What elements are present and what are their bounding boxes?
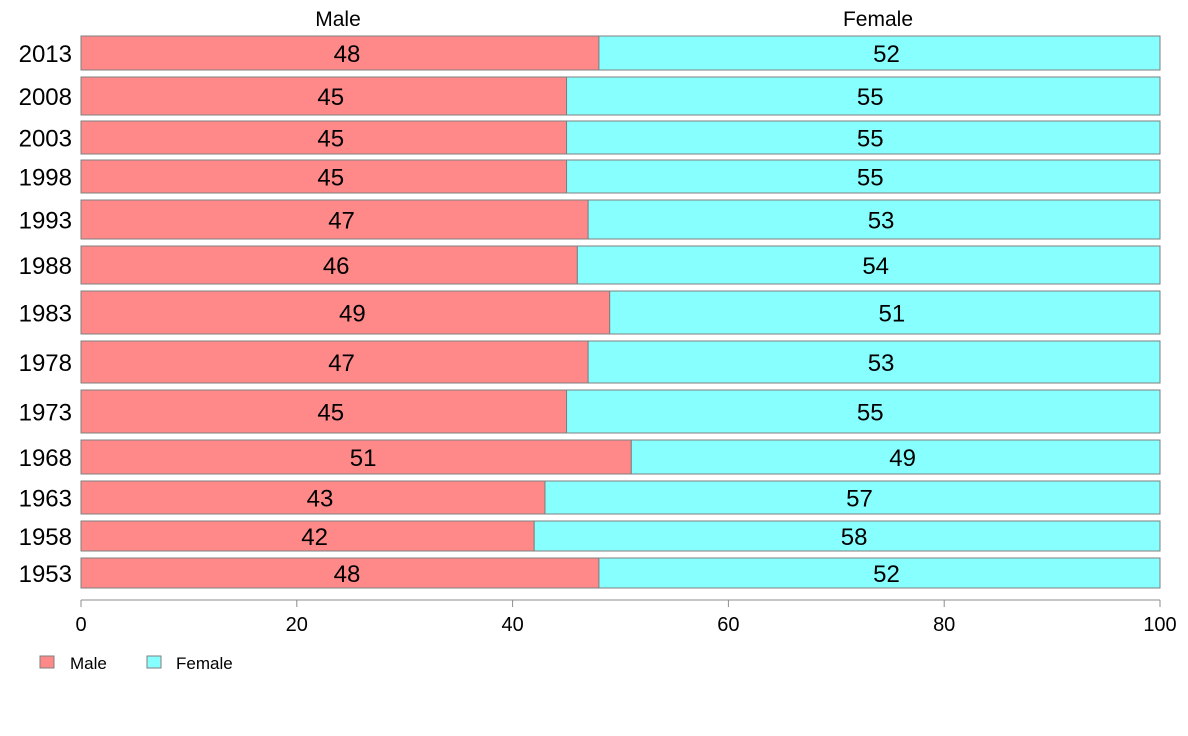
x-tick-label-100: 100 xyxy=(1143,614,1176,636)
data-label-male-1978: 47 xyxy=(328,350,355,377)
bar-male-1963 xyxy=(80,480,546,515)
row-label-2008: 2008 xyxy=(19,84,72,111)
data-label-male-1973: 45 xyxy=(317,400,344,427)
data-label-female-1983: 51 xyxy=(879,301,906,328)
row-label-1958: 1958 xyxy=(19,524,72,551)
data-label-female-2003: 55 xyxy=(857,126,884,153)
bar-female-1958 xyxy=(533,520,1161,552)
row-label-1968: 1968 xyxy=(19,445,72,472)
legend-swatch-female xyxy=(146,655,162,669)
data-label-female-1953: 52 xyxy=(873,561,900,588)
column-header-female: Female xyxy=(843,8,913,31)
bar-male-2013 xyxy=(80,35,600,71)
row-label-1953: 1953 xyxy=(19,561,72,588)
bar-female-1953 xyxy=(598,557,1161,589)
bar-male-1968 xyxy=(80,439,632,475)
bar-female-1968 xyxy=(630,439,1161,475)
bar-female-2013 xyxy=(598,35,1161,71)
data-label-female-1968: 49 xyxy=(889,445,916,472)
bar-male-2008 xyxy=(80,76,568,116)
legend-label-male: Male xyxy=(70,654,107,673)
data-label-male-1983: 49 xyxy=(339,301,366,328)
row-label-1993: 1993 xyxy=(19,208,72,235)
bar-male-1958 xyxy=(80,520,535,552)
column-header-male: Male xyxy=(315,8,361,31)
x-tick-label-60: 60 xyxy=(717,614,739,636)
bar-male-1973 xyxy=(80,389,568,434)
data-label-male-1958: 42 xyxy=(301,524,328,551)
row-label-1983: 1983 xyxy=(19,301,72,328)
bar-male-2003 xyxy=(80,120,568,155)
bar-female-1978 xyxy=(587,340,1161,384)
row-label-1973: 1973 xyxy=(19,400,72,427)
data-label-female-1973: 55 xyxy=(857,400,884,427)
data-label-female-1978: 53 xyxy=(868,350,895,377)
data-label-male-1998: 45 xyxy=(317,165,344,192)
bar-female-1993 xyxy=(587,199,1161,240)
x-tick-label-80: 80 xyxy=(933,614,955,636)
bar-male-1998 xyxy=(80,159,568,194)
bar-female-1998 xyxy=(566,159,1161,194)
data-label-female-1998: 55 xyxy=(857,165,884,192)
bar-female-2003 xyxy=(566,120,1161,155)
data-label-female-1963: 57 xyxy=(846,486,873,513)
data-label-male-2003: 45 xyxy=(317,126,344,153)
data-label-male-1993: 47 xyxy=(328,208,355,235)
data-label-female-1958: 58 xyxy=(841,524,868,551)
legend-swatch-male xyxy=(39,655,55,669)
x-tick-label-20: 20 xyxy=(286,614,308,636)
row-label-1978: 1978 xyxy=(19,350,72,377)
bar-male-1993 xyxy=(80,199,589,240)
bar-male-1983 xyxy=(80,290,611,335)
legend-label-female: Female xyxy=(176,654,233,673)
data-label-female-1993: 53 xyxy=(868,208,895,235)
data-label-female-1988: 54 xyxy=(862,253,889,280)
data-label-male-2008: 45 xyxy=(317,84,344,111)
bar-female-2008 xyxy=(566,76,1161,116)
bar-female-1988 xyxy=(576,245,1161,285)
data-label-male-1968: 51 xyxy=(350,445,377,472)
data-label-male-2013: 48 xyxy=(334,41,361,68)
data-label-male-1988: 46 xyxy=(323,253,350,280)
x-tick-label-0: 0 xyxy=(75,614,86,636)
bar-male-1953 xyxy=(80,557,600,589)
row-label-2013: 2013 xyxy=(19,41,72,68)
bar-female-1983 xyxy=(609,290,1161,335)
bar-female-1973 xyxy=(566,389,1161,434)
data-label-female-2008: 55 xyxy=(857,84,884,111)
row-label-2003: 2003 xyxy=(19,126,72,153)
row-label-1988: 1988 xyxy=(19,253,72,280)
x-tick-label-40: 40 xyxy=(501,614,523,636)
row-label-1963: 1963 xyxy=(19,486,72,513)
data-label-female-2013: 52 xyxy=(873,41,900,68)
data-label-male-1963: 43 xyxy=(307,486,334,513)
bar-female-1963 xyxy=(544,480,1161,515)
row-label-1998: 1998 xyxy=(19,165,72,192)
data-label-male-1953: 48 xyxy=(334,561,361,588)
